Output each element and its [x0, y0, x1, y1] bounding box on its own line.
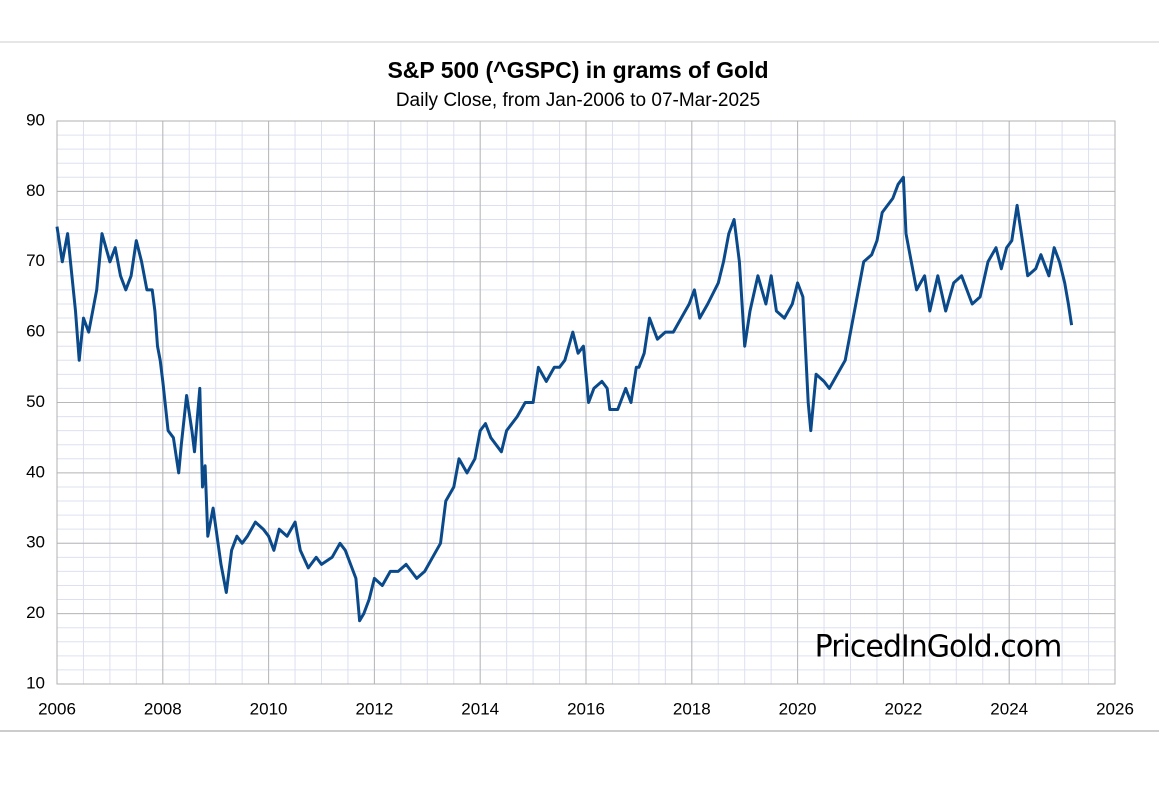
x-tick-label: 2024	[990, 699, 1028, 718]
plot-border	[56, 120, 1116, 685]
x-tick-label: 2014	[461, 699, 499, 718]
watermark: PricedInGold.com	[815, 630, 1062, 665]
y-tick-label: 70	[26, 251, 45, 270]
y-tick-label: 50	[26, 392, 45, 411]
y-tick-label: 80	[26, 181, 45, 200]
x-tick-label: 2006	[38, 699, 76, 718]
x-tick-label: 2022	[884, 699, 922, 718]
x-tick-label: 2026	[1096, 699, 1134, 718]
y-tick-label: 40	[26, 462, 45, 481]
major-grid	[56, 120, 1116, 685]
x-tick-label: 2016	[567, 699, 605, 718]
y-tick-label: 20	[26, 603, 45, 622]
x-tick-label: 2020	[779, 699, 817, 718]
x-tick-label: 2008	[144, 699, 182, 718]
data-line	[55, 175, 1074, 623]
chart-subtitle: Daily Close, from Jan-2006 to 07-Mar-202…	[396, 90, 760, 111]
y-tick-label: 30	[26, 533, 45, 552]
y-tick-label: 10	[26, 673, 45, 692]
chart-title: S&P 500 (^GSPC) in grams of Gold	[387, 57, 768, 83]
plot	[55, 175, 1074, 623]
y-tick-label: 90	[26, 110, 45, 129]
x-tick-label: 2010	[250, 699, 288, 718]
x-tick-label: 2018	[673, 699, 711, 718]
y-tick-label: 60	[26, 322, 45, 341]
x-tick-label: 2012	[355, 699, 393, 718]
